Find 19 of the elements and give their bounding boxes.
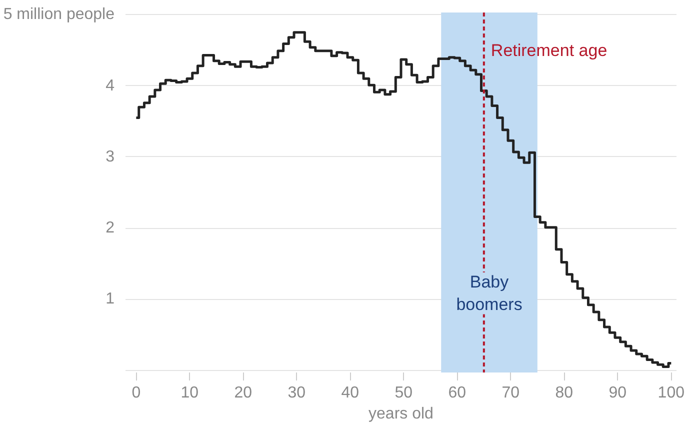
x-tick-label: 70: [502, 384, 520, 402]
x-tick-label: 0: [132, 384, 141, 402]
x-tick-label: 50: [394, 384, 413, 402]
band-label: Baby boomers: [456, 272, 522, 314]
x-axis-title: years old: [368, 406, 434, 422]
y-tick-label: 2: [106, 220, 115, 237]
x-tick-label: 40: [341, 384, 360, 402]
x-tick-label: 20: [234, 384, 252, 402]
x-tick-label: 60: [448, 384, 466, 402]
y-tick-label: 3: [106, 148, 115, 166]
x-tick-label: 30: [288, 384, 306, 402]
x-tick-label: 100: [658, 384, 685, 402]
x-tick-label: 10: [180, 384, 199, 402]
x-tick-label: 90: [608, 384, 627, 402]
y-tick-label: 5 million people: [3, 6, 115, 24]
y-tick-label: 4: [106, 77, 115, 94]
ref-line-label: Retirement age: [490, 40, 608, 60]
y-tick-label: 1: [106, 290, 115, 308]
x-tick-label: 80: [555, 384, 574, 402]
